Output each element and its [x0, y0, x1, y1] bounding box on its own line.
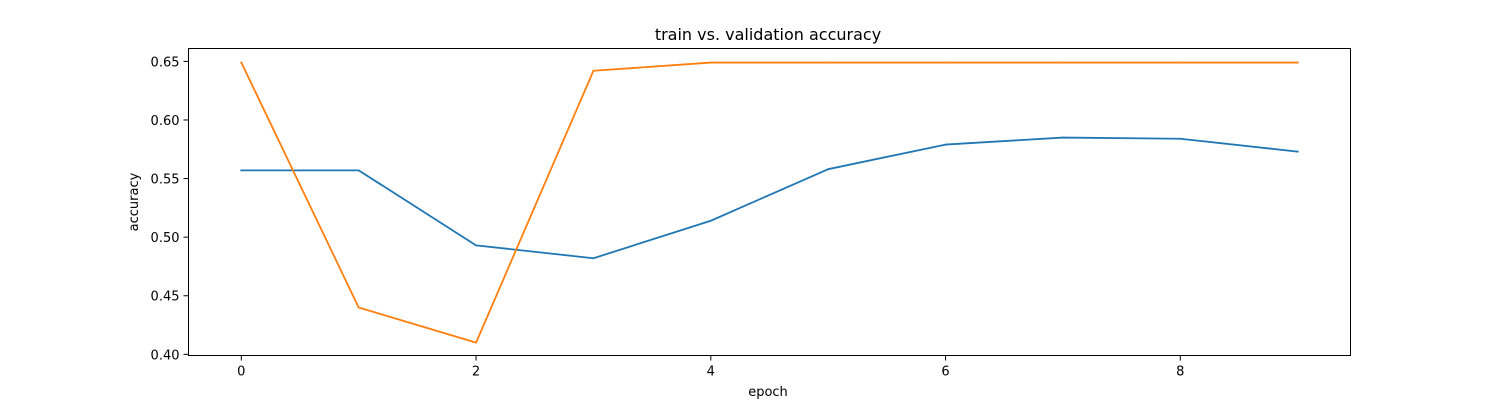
x-tick-label: 6: [941, 365, 949, 380]
data-point: [475, 244, 477, 247]
y-tick-label: 0.55: [151, 173, 180, 188]
data-point: [240, 61, 243, 64]
series-line-1: [240, 136, 1299, 260]
y-tick-label: 0.60: [151, 114, 180, 129]
y-tick-label: 0.65: [151, 55, 180, 70]
series-line-2: [240, 61, 1299, 344]
data-point: [827, 168, 830, 171]
x-axis-label: epoch: [748, 385, 788, 400]
data-point: [944, 143, 947, 146]
plot-area: [188, 48, 1351, 356]
data-point: [475, 341, 477, 344]
ticks-layer: 0 2 4 6 8 0.40 0.45 0.50 0.55 0.60 0.65: [151, 55, 1185, 379]
data-point: [827, 61, 830, 64]
y-tick-label: 0.45: [151, 290, 180, 305]
data-point: [1062, 136, 1064, 139]
data-point: [1296, 61, 1299, 64]
data-point: [240, 169, 243, 172]
y-tick-label: 0.40: [151, 348, 180, 363]
plot-frame: [188, 48, 1351, 356]
data-point: [944, 61, 947, 64]
x-tick-label: 8: [1176, 365, 1184, 380]
chart-title: train vs. validation accuracy: [655, 25, 881, 44]
data-point: [592, 257, 595, 260]
series-layer: [240, 61, 1299, 344]
data-point: [1179, 61, 1182, 64]
data-point: [709, 219, 712, 222]
data-point: [592, 69, 595, 72]
data-point: [709, 61, 712, 64]
data-point: [357, 306, 360, 309]
y-tick-label: 0.50: [151, 231, 180, 246]
x-tick-label: 4: [707, 365, 715, 380]
data-point: [1062, 61, 1064, 64]
data-point: [357, 169, 360, 172]
y-axis-label: accuracy: [127, 172, 142, 231]
data-point: [1179, 137, 1182, 140]
x-tick-label: 0: [237, 365, 245, 380]
x-tick-label: 2: [472, 365, 480, 380]
data-point: [1296, 150, 1299, 153]
